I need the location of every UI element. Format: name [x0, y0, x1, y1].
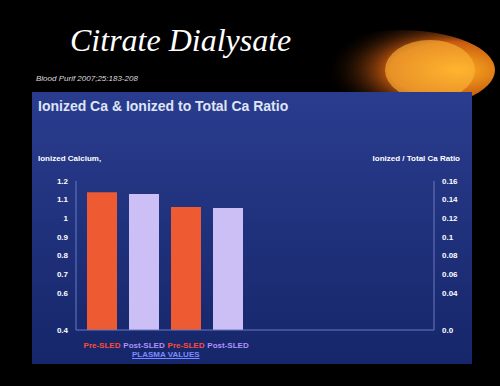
html-text:PLASMA VALUES: PLASMA VALUES	[132, 350, 200, 359]
svg-text:0.12: 0.12	[442, 214, 458, 223]
svg-text:0.7: 0.7	[57, 270, 69, 279]
svg-text:0.0: 0.0	[442, 326, 454, 335]
svg-text:Pre-SLED: Pre-SLED	[84, 341, 121, 350]
svg-text:0.08: 0.08	[442, 251, 458, 260]
svg-text:0.06: 0.06	[442, 270, 458, 279]
svg-text:0.16: 0.16	[442, 177, 458, 186]
html-text:Blood Purif 2007;25:183-208: Blood Purif 2007;25:183-208	[36, 74, 138, 83]
svg-text:0.6: 0.6	[57, 289, 69, 298]
svg-text:0.14: 0.14	[442, 195, 458, 204]
svg-text:Post-SLED: Post-SLED	[123, 341, 165, 350]
svg-text:Pre-SLED: Pre-SLED	[168, 341, 205, 350]
svg-text:Post-SLED: Post-SLED	[207, 341, 249, 350]
svg-text:1: 1	[64, 214, 69, 223]
svg-text:0.04: 0.04	[442, 289, 458, 298]
html-text:Ionized / Total Ca Ratio: Ionized / Total Ca Ratio	[372, 154, 460, 163]
svg-text:1.1: 1.1	[57, 195, 69, 204]
svg-text:0.4: 0.4	[57, 326, 69, 335]
svg-text:0.9: 0.9	[57, 233, 69, 242]
svg-text:0.8: 0.8	[57, 251, 69, 260]
html-text:Ionized Calcium,: Ionized Calcium,	[38, 154, 102, 163]
svg-text:0.1: 0.1	[442, 233, 454, 242]
svg-text:1.2: 1.2	[57, 177, 69, 186]
html-text:Citrate Dialysate: Citrate Dialysate	[70, 22, 292, 58]
html-text:Ionized Ca & Ionized to Total: Ionized Ca & Ionized to Total Ca Ratio	[38, 98, 289, 114]
